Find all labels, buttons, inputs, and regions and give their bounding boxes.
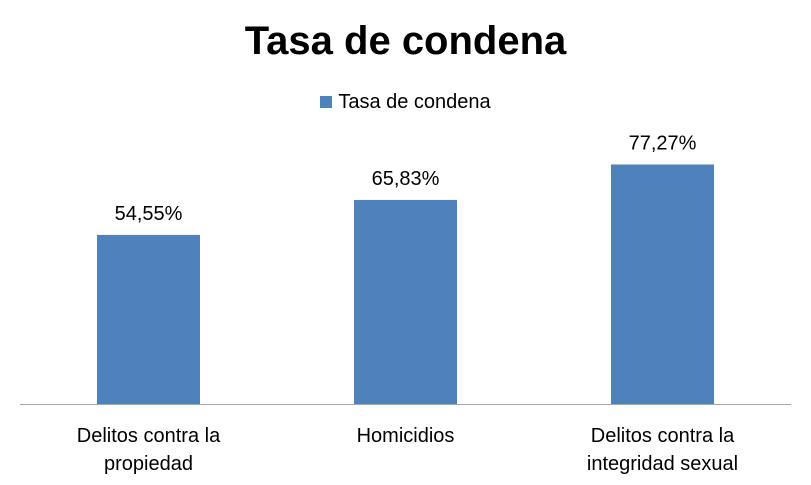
legend-swatch bbox=[320, 96, 333, 108]
data-label: 65,83% bbox=[372, 168, 440, 190]
category-label: Delitos contra la propiedad bbox=[77, 425, 221, 475]
category-label: Delitos contra la integridad sexual bbox=[587, 425, 738, 475]
legend: Tasa de condena bbox=[0, 89, 811, 115]
bar bbox=[97, 234, 200, 404]
chart-title: Tasa de condena bbox=[244, 19, 567, 63]
bar bbox=[611, 164, 714, 404]
data-label: 77,27% bbox=[629, 132, 697, 154]
legend-label: Tasa de condena bbox=[338, 91, 491, 113]
category-label: Homicidios bbox=[357, 425, 455, 447]
data-label: 54,55% bbox=[115, 203, 183, 225]
bar bbox=[354, 199, 457, 404]
